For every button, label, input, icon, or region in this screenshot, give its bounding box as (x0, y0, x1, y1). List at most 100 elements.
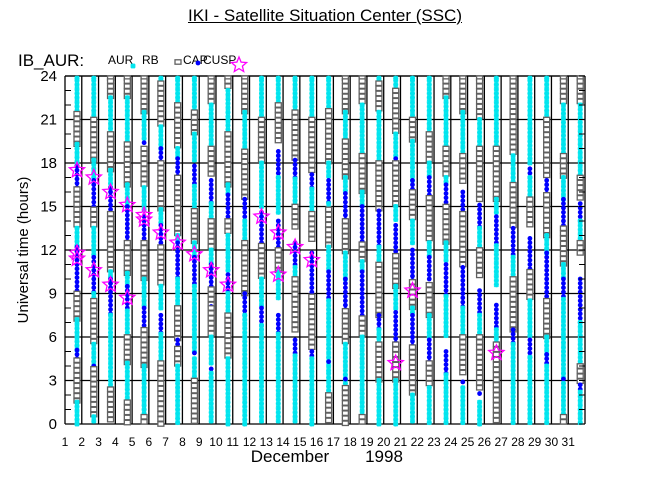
aur-stroke (275, 379, 281, 385)
aur-marker (409, 99, 416, 105)
aur-marker (208, 370, 214, 376)
aur-stroke (175, 276, 181, 282)
aur-stroke (158, 132, 164, 139)
cap-marker (393, 240, 399, 246)
aur-stroke (275, 192, 281, 198)
rb-marker (274, 127, 282, 134)
aur-marker (292, 77, 298, 83)
aur-marker (74, 325, 80, 331)
rb-marker (291, 114, 299, 121)
rb-marker (123, 88, 131, 95)
rb-marker (358, 325, 366, 332)
aur-stroke (242, 118, 248, 124)
aur-marker (426, 125, 432, 131)
aur-stroke (91, 108, 97, 114)
rb-marker (324, 417, 333, 424)
cap-marker (175, 337, 181, 343)
rb-marker (341, 168, 350, 175)
rb-marker (224, 312, 232, 319)
aur-marker (141, 380, 147, 386)
aur-marker (309, 90, 315, 96)
aur-stroke (208, 205, 214, 211)
cusp-marker (101, 182, 120, 200)
aur-stroke (124, 134, 130, 140)
aur-marker (124, 382, 130, 388)
cap-marker (74, 172, 80, 178)
aur-marker (258, 99, 265, 105)
aur-stroke (376, 144, 382, 150)
aur-stroke (275, 82, 281, 88)
rb-marker (224, 223, 232, 229)
aur-marker (242, 360, 248, 366)
aur-marker (74, 343, 80, 349)
cap-marker (393, 318, 399, 324)
aur-marker (275, 82, 281, 88)
cap-marker (326, 286, 332, 292)
aur-stroke (175, 380, 181, 386)
cap-marker (410, 334, 415, 340)
aur-stroke (393, 148, 399, 154)
aur-stroke (107, 108, 114, 114)
aur-marker (326, 257, 332, 263)
aur-stroke (275, 90, 281, 96)
aur-stroke (191, 301, 197, 307)
aur-marker (141, 131, 147, 137)
aur-stroke (191, 356, 197, 362)
aur-marker (258, 86, 265, 92)
aur-marker (258, 169, 265, 175)
aur-marker (342, 363, 348, 369)
aur-marker (208, 137, 214, 143)
aur-marker (409, 169, 416, 175)
aur-marker (158, 292, 164, 298)
aur-stroke (258, 173, 265, 179)
aur-stroke (275, 344, 281, 350)
aur-marker (208, 124, 214, 130)
cap-marker (410, 312, 415, 318)
rb-marker (173, 210, 182, 216)
rb-marker (106, 215, 115, 222)
cap-marker (309, 259, 315, 264)
aur-marker (74, 330, 80, 336)
aur-marker (208, 375, 214, 381)
aur-marker (359, 137, 365, 143)
rb-marker (140, 160, 148, 167)
cap-marker (326, 359, 332, 365)
aur-marker (292, 357, 298, 363)
rb-marker (190, 114, 199, 121)
aur-marker (225, 92, 231, 98)
rb-marker (341, 228, 350, 234)
aur-stroke (208, 214, 214, 220)
cap-marker (91, 267, 97, 273)
rb-marker (324, 128, 333, 134)
aur-marker (158, 305, 164, 311)
aur-stroke (141, 122, 147, 128)
aur-stroke (275, 273, 281, 279)
aur-stroke (326, 82, 332, 88)
aur-stroke (275, 409, 281, 415)
rb-marker (90, 147, 98, 153)
cusp-marker (386, 353, 405, 371)
aur-marker (242, 421, 248, 427)
aur-marker (376, 399, 382, 405)
rb-marker (375, 185, 383, 192)
aur-stroke (359, 141, 365, 147)
rb-marker (341, 233, 350, 240)
rb-marker (224, 161, 232, 168)
rb-marker (308, 152, 316, 158)
aur-stroke (275, 401, 281, 407)
cap-marker (410, 330, 415, 336)
aur-stroke (393, 140, 399, 146)
aur-marker (208, 360, 214, 366)
aur-marker (191, 86, 197, 92)
aur-marker (393, 386, 399, 392)
aur-marker (124, 325, 130, 331)
aur-stroke (124, 116, 130, 123)
rb-marker (308, 116, 316, 123)
aur-marker (225, 114, 231, 120)
cap-marker (410, 260, 415, 266)
aur-marker (124, 321, 130, 327)
cap-marker (326, 273, 332, 279)
aur-stroke (326, 164, 332, 170)
chart-title: IKI - Satellite Situation Center (SSC) (0, 6, 650, 26)
aur-stroke (326, 337, 332, 343)
